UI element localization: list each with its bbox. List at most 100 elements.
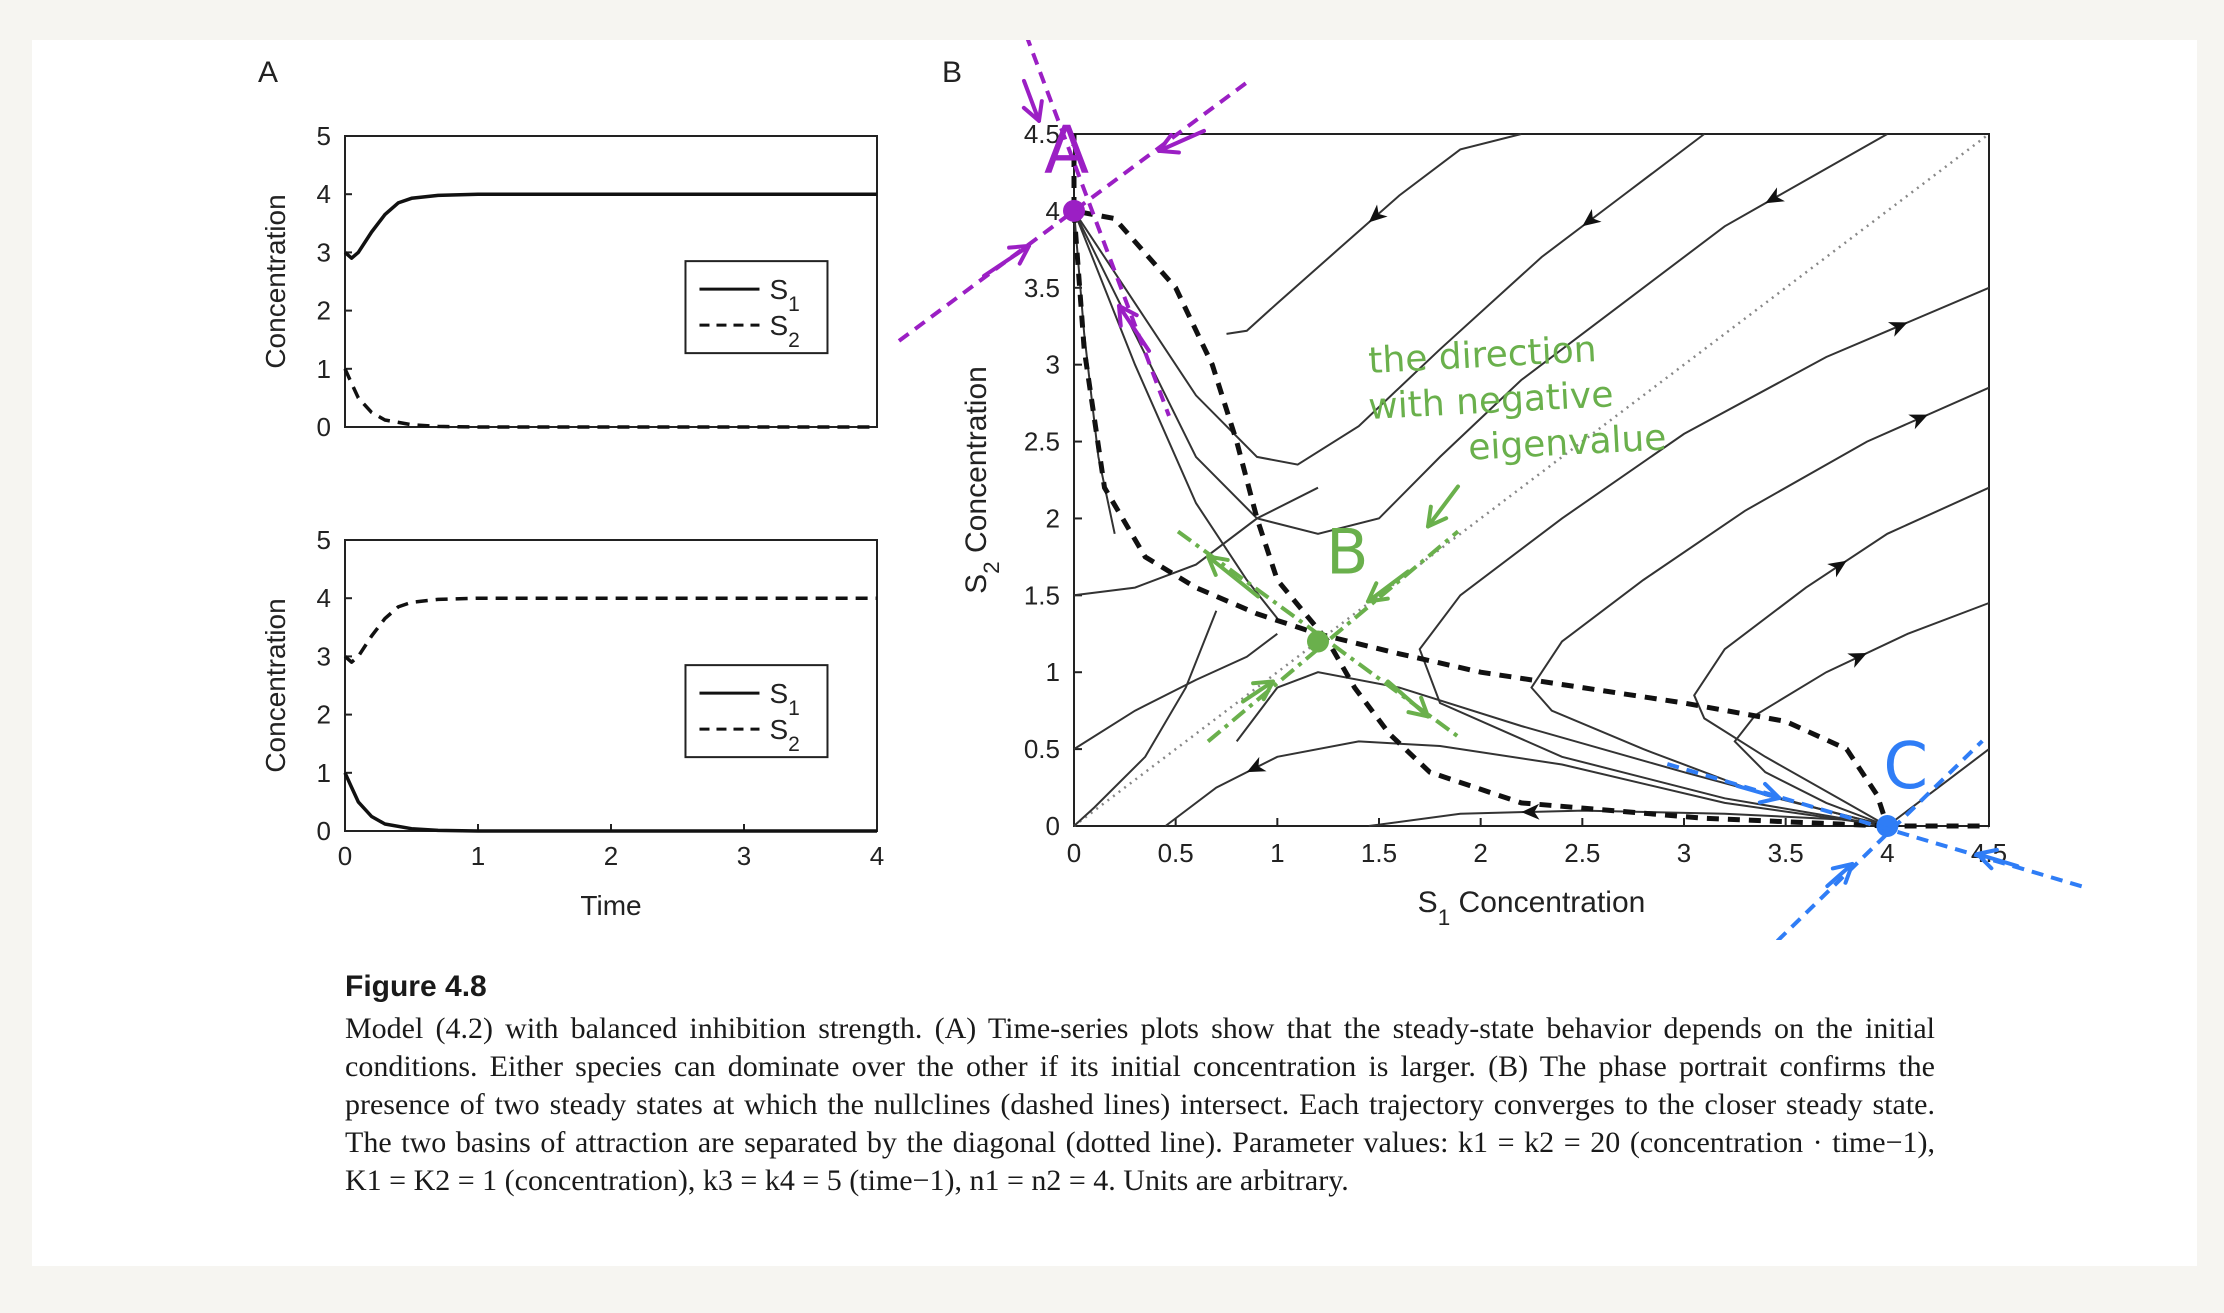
x-tick-label: 0.5	[1158, 838, 1194, 868]
arrow-green-4	[1241, 679, 1275, 704]
y-tick-label: 4	[317, 179, 331, 209]
y-axis-label: S2 Concentration	[960, 366, 1004, 594]
trajectory-line	[1693, 486, 1990, 827]
diagonal-line	[1073, 133, 1990, 827]
y-tick-label: 4.5	[1024, 119, 1060, 149]
arrow-purple-2	[1157, 128, 1206, 153]
y-tick-label: 3	[317, 237, 331, 267]
y-tick-label: 1	[317, 758, 331, 788]
legend-label: S1	[769, 678, 799, 720]
y-axis-label: Concentration	[260, 194, 291, 368]
y-tick-label: 4	[317, 583, 331, 613]
paper-page: A 0 1 2 3 4 5 Concentration S1 S2 0 1 2 3 4 5 0 1 2 3 4 Tim…	[32, 40, 2197, 1266]
y-tick-label: 0.5	[1024, 734, 1060, 764]
trajectory-line	[1073, 210, 1279, 620]
arrow-blue-1-head	[1757, 781, 1782, 805]
trajectory-line	[1073, 610, 1218, 827]
arrow-green-2-head	[1406, 695, 1430, 719]
series-line-s1	[343, 192, 877, 260]
arrow-blue-1	[1735, 784, 1782, 800]
x-tick-label: 0	[338, 841, 352, 871]
arrow-green-note	[1426, 484, 1460, 529]
x-tick-label: 4	[870, 841, 884, 871]
trajectory-line	[1530, 386, 1990, 827]
x-axis-label: Time	[580, 890, 641, 921]
y-tick-label: 0	[1046, 811, 1060, 841]
caption-body: Model (4.2) with balanced inhibition str…	[345, 1012, 1935, 1197]
annotation-label-a: A	[1044, 112, 1089, 189]
arrow-blue-3	[1825, 862, 1855, 888]
y-tick-label: 5	[317, 525, 331, 555]
arrow-purple-2-head	[1157, 132, 1181, 155]
legend-box	[684, 664, 829, 759]
legend-label: S1	[769, 274, 799, 316]
eigen-direction-a2	[1025, 40, 1171, 417]
arrow-green-1-head	[1206, 554, 1230, 577]
y-tick-label: 2.5	[1024, 427, 1060, 457]
steady-state-point	[1876, 815, 1899, 837]
y-tick-label: 5	[317, 121, 331, 151]
panel-a-label: A	[258, 56, 278, 89]
y-tick-label: 1	[1046, 657, 1060, 687]
annotation-label-c: C	[1883, 730, 1928, 804]
x-tick-label: 1	[471, 841, 485, 871]
trajectory-line	[1226, 133, 1522, 335]
plot-frame	[1073, 133, 1990, 827]
y-tick-label: 3	[1046, 350, 1060, 380]
y-tick-label: 3.5	[1024, 273, 1060, 303]
trajectory-arrow	[1827, 560, 1847, 578]
y-axis-label: Concentration	[260, 598, 291, 772]
x-tick-label: 3	[737, 841, 751, 871]
arrow-green-3-head	[1366, 581, 1390, 604]
y-tick-label: 2	[317, 296, 331, 326]
nullcline-line	[1071, 210, 1989, 829]
annotation-note-line: eigenvalue	[1467, 417, 1667, 468]
arrow-green-note-head	[1426, 504, 1449, 529]
trajectory-line	[1073, 633, 1278, 750]
x-tick-label: 1	[1270, 838, 1284, 868]
legend-label: S2	[769, 310, 799, 352]
x-tick-label: 4	[1880, 838, 1894, 868]
trajectory-arrow	[1246, 756, 1267, 773]
arrow-purple-3-head	[1021, 99, 1044, 123]
arrow-blue-3-head	[1830, 862, 1855, 885]
y-tick-label: 3	[317, 641, 331, 671]
eigen-direction-c1	[1775, 739, 1984, 940]
trajectory-line	[1418, 286, 1990, 827]
series-line-s1	[343, 772, 877, 833]
trajectory-line	[1733, 602, 1990, 827]
x-tick-label: 3.5	[1768, 838, 1804, 868]
arrow-purple-1	[982, 243, 1031, 278]
x-tick-label: 2	[604, 841, 618, 871]
y-tick-label: 2	[317, 700, 331, 730]
arrow-purple-1-head	[1007, 243, 1031, 266]
y-tick-label: 4	[1046, 196, 1060, 226]
y-tick-label: 1	[317, 354, 331, 384]
figure-caption: Figure 4.8 Model (4.2) with balanced inh…	[345, 970, 1935, 1200]
eigen-direction-b2	[1206, 529, 1460, 743]
arrow-purple-4	[1117, 303, 1151, 353]
trajectory-arrow	[1887, 322, 1908, 337]
series-line-s2	[343, 596, 877, 664]
arrow-blue-2	[1975, 852, 2020, 868]
y-tick-label: 0	[317, 816, 331, 846]
x-axis-label: S1 Concentration	[1418, 886, 1646, 930]
arrow-green-1	[1206, 554, 1260, 599]
x-tick-label: 3	[1677, 838, 1691, 868]
annotation-note-line: the direction	[1367, 329, 1597, 382]
arrow-green-4-head	[1251, 679, 1275, 702]
trajectory-arrow	[1582, 209, 1602, 227]
x-tick-label: 2.5	[1564, 838, 1600, 868]
trajectory-arrow	[1847, 653, 1867, 668]
y-tick-label: 0	[317, 412, 331, 442]
plot-frame	[344, 135, 878, 428]
y-tick-label: 2	[1046, 503, 1060, 533]
arrow-green-3	[1366, 569, 1410, 604]
arrow-purple-3	[1022, 78, 1041, 123]
trajectory-arrow	[1765, 187, 1785, 204]
legend-box	[684, 260, 829, 355]
